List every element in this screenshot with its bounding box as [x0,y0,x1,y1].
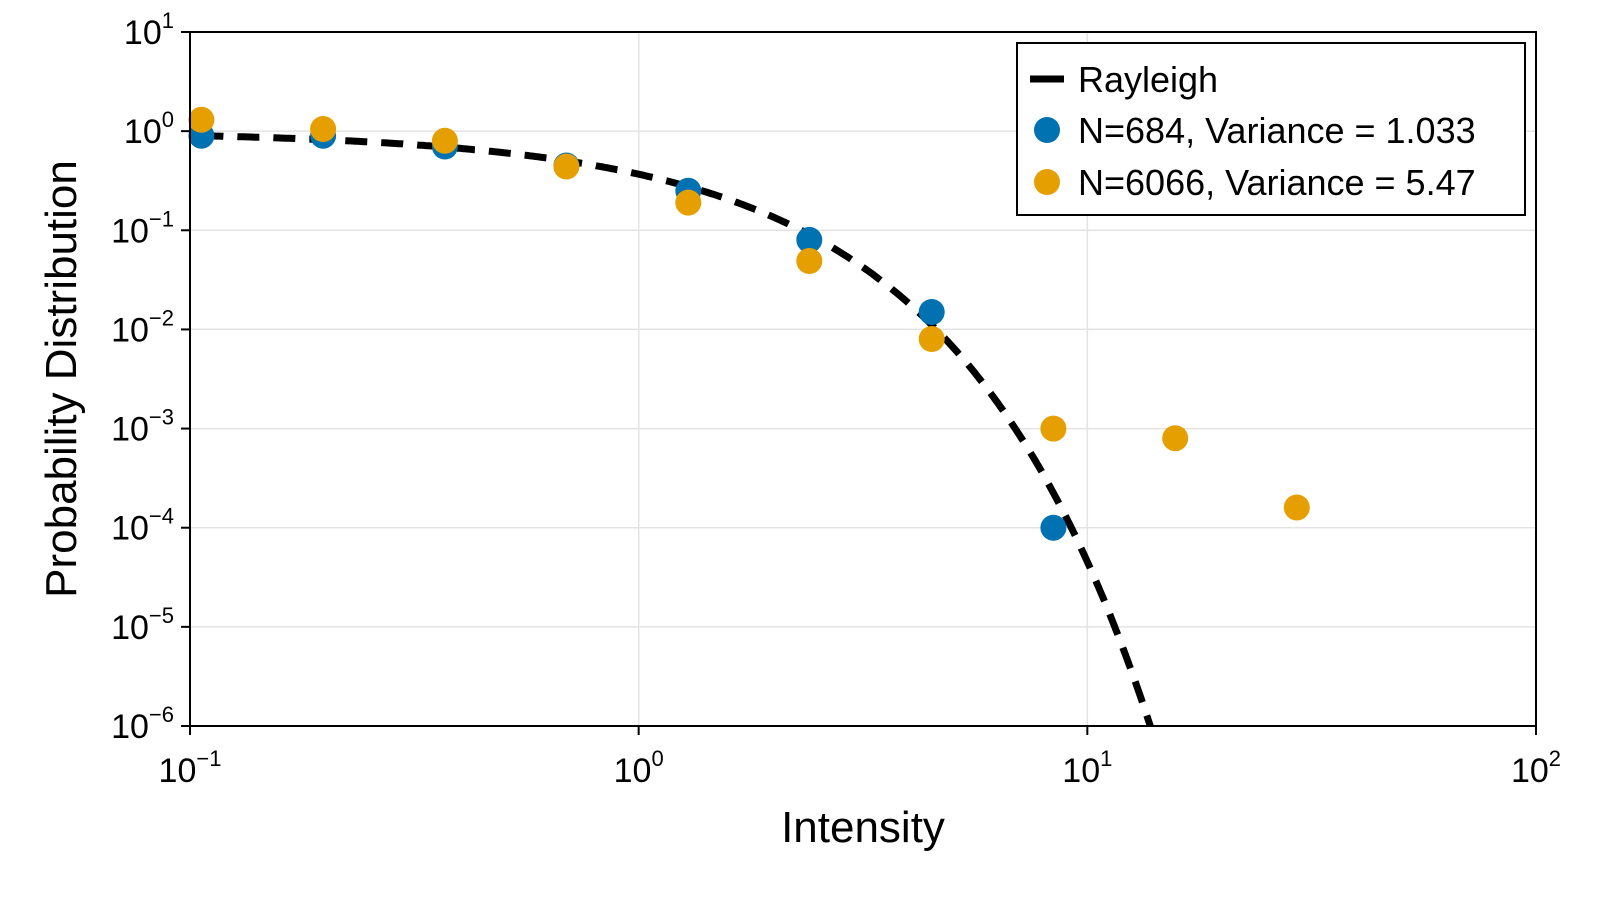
x-tick-label: 101 [1062,746,1112,790]
point-n684 [796,226,823,253]
legend-marker-n6066 [1034,169,1060,195]
legend-label-rayleigh: Rayleigh [1078,59,1218,100]
point-n6066 [431,127,458,154]
point-n6066 [310,116,337,142]
point-n684 [1040,514,1067,541]
point-n6066 [1040,415,1067,442]
point-n6066 [675,189,702,216]
y-tick-label: 10−5 [111,603,174,647]
legend: Rayleigh N=684, Variance = 1.033 N=6066,… [1016,42,1526,216]
plot-frame [189,31,1537,727]
legend-label-n6066: N=6066, Variance = 5.47 [1078,162,1476,203]
point-n6066 [796,248,823,274]
legend-box [1016,42,1526,216]
rayleigh-line [201,132,1154,728]
axis-ticks [181,31,1537,735]
tick-labels: 10−1 100 101 102 101 100 10−1 10−2 10−3 10−4 10−5 1… [111,8,1561,790]
y-tick-label: 10−4 [111,504,174,548]
legend-label-n684: N=684, Variance = 1.033 [1078,110,1476,151]
x-tick-label: 10−1 [159,746,222,790]
point-n6066 [918,326,945,352]
x-axis-title: Intensity [781,803,945,852]
point-n684 [918,299,945,325]
x-tick-label: 102 [1511,746,1561,790]
point-n6066 [1283,494,1310,521]
y-tick-label: 101 [124,8,174,52]
y-tick-label: 10−1 [111,206,174,250]
y-tick-label: 10−3 [111,405,174,449]
y-axis-title: Probability Distribution [37,160,86,598]
point-n6066 [553,153,580,180]
point-n6066 [1162,425,1189,452]
y-tick-label: 10−2 [111,305,174,349]
scatter-points [188,106,1310,541]
plot-area [188,106,1310,728]
y-tick-label: 10−6 [111,702,174,746]
legend-marker-n684 [1034,117,1060,143]
y-tick-label: 100 [124,107,174,151]
x-tick-label: 100 [614,746,664,790]
point-n6066 [188,106,215,133]
